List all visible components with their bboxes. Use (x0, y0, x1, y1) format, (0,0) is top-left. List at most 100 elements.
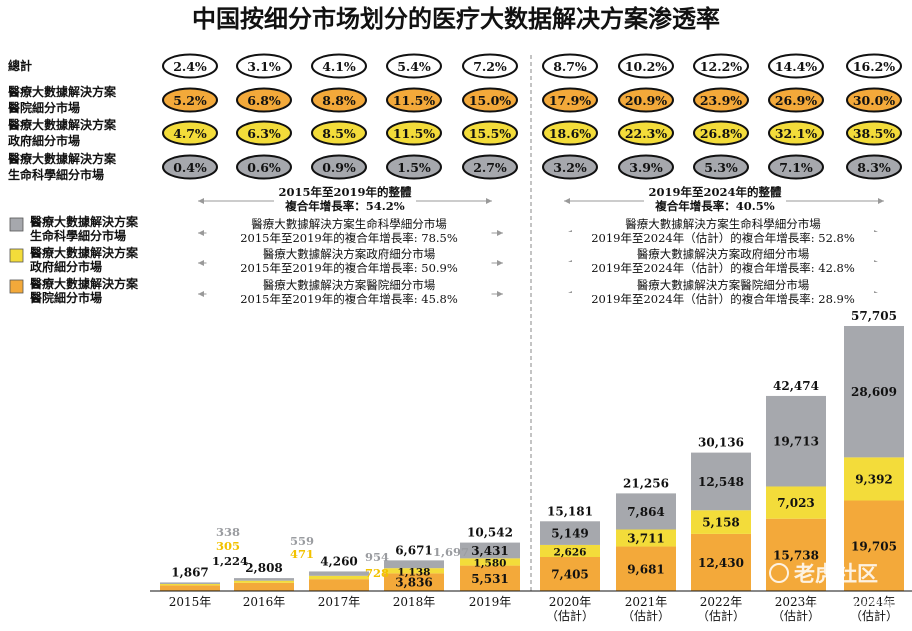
penetration-value: 38.5% (853, 126, 895, 141)
watermark: 老虎社区 @洞读懂消费股 (769, 561, 893, 611)
penetration-value: 8.3% (857, 160, 891, 175)
penetration-ellipse (311, 87, 367, 113)
penetration-table: 總計 2.4% 3.1% 4.1% 5.4% 7.2% 8.7% 10.2% 12.2% 14.4… (8, 53, 902, 182)
cagr-left-item-arrow-head-left (198, 230, 204, 236)
cagr-total-left-arrow-head-left (198, 198, 204, 204)
cagr-left-item-arrow-head-right (497, 291, 503, 297)
penetration-ellipse (693, 154, 749, 180)
bar-lifescience (384, 560, 444, 569)
bar-segment-label: 19,705 (851, 539, 897, 553)
penetration-ellipse (162, 87, 218, 113)
cagr-left-item-text: 醫療大數據解決方案生命科學細分市場 (251, 217, 447, 231)
row-label: 醫療大數據解決方案 (8, 117, 117, 132)
penetration-value: 20.9% (625, 93, 667, 108)
bar-segment-label-outside: 728 (365, 566, 389, 580)
penetration-value: 5.3% (704, 160, 738, 175)
penetration-value: 3.2% (553, 160, 587, 175)
penetration-ellipse (618, 120, 674, 146)
bar-segment-label-outside: 559 (290, 534, 314, 548)
penetration-ellipse (618, 53, 674, 79)
penetration-ellipse (542, 154, 598, 180)
penetration-value: 2.7% (473, 160, 507, 175)
bar-hospital (384, 573, 444, 591)
penetration-value: 5.4% (397, 59, 431, 74)
penetration-ellipse (236, 87, 292, 113)
bar-hospital (160, 585, 220, 591)
penetration-value: 8.8% (322, 93, 356, 108)
cagr-left-item-arrow-head-left (198, 260, 204, 266)
cagr-total-left-text: 複合年增長率：54.2% (284, 199, 405, 213)
bar-lifescience (309, 571, 369, 576)
bar-total-label: 57,705 (851, 309, 897, 323)
bar-total-label: 30,136 (698, 436, 744, 450)
x-tick-label: 2023年 (775, 595, 818, 609)
penetration-ellipse (236, 154, 292, 180)
cagr-total-left-arrow-head-right (486, 198, 492, 204)
penetration-ellipse (846, 120, 902, 146)
bar-segment-label: 7,023 (777, 496, 815, 510)
penetration-ellipse (768, 53, 824, 79)
bar-government (616, 529, 676, 547)
bar-government (234, 580, 294, 583)
bar-government (460, 558, 520, 566)
watermark-brand: 老虎社区 (794, 561, 878, 586)
bar-total-label: 4,260 (320, 554, 358, 568)
cagr-left-item-arrow-head-right (497, 230, 503, 236)
penetration-value: 15.5% (469, 126, 511, 141)
cagr-left-item-bg (250, 218, 448, 232)
legend-swatch (9, 279, 24, 294)
cagr-right-item-bg (558, 262, 888, 276)
cagr-right-item-bg (624, 218, 822, 232)
x-tick-label: 2017年 (318, 595, 361, 609)
penetration-ellipse (462, 120, 518, 146)
bar-total-label: 21,256 (623, 476, 669, 490)
cagr-right-item-text: 2019年至2024年（估計）的複合年增長率: 42.8% (591, 261, 855, 275)
row-label: 總計 (8, 58, 32, 73)
x-tick-label: 2021年 (625, 595, 668, 609)
bar-total-label: 2,808 (245, 561, 283, 575)
bar-total-label: 6,671 (395, 543, 433, 557)
cagr-left-item-text: 2015年至2019年的複合年增長率: 50.9% (240, 261, 458, 275)
penetration-ellipse (693, 53, 749, 79)
penetration-value: 7.1% (779, 160, 813, 175)
penetration-value: 1.5% (397, 160, 431, 175)
cagr-left-item-arrow-head-right (497, 260, 503, 266)
cagr-right-item-text: 醫療大數據解決方案生命科學細分市場 (625, 217, 821, 231)
cagr-right-item-bg (558, 293, 888, 307)
x-tick-label: （估計） (622, 608, 670, 623)
penetration-ellipse (768, 120, 824, 146)
penetration-value: 30.0% (853, 93, 895, 108)
penetration-value: 10.2% (625, 59, 667, 74)
bar-segment-label-outside: 338 (216, 525, 240, 539)
penetration-ellipse (846, 53, 902, 79)
penetration-ellipse (311, 154, 367, 180)
penetration-ellipse (386, 87, 442, 113)
bar-segment-label: 19,713 (773, 435, 819, 449)
penetration-value: 6.8% (247, 93, 281, 108)
bar-hospital (234, 582, 294, 591)
cagr-right-item-text: 醫療大數據解決方案政府細分市場 (637, 247, 810, 261)
bar-segment-label: 5,158 (702, 516, 740, 530)
penetration-value: 15.0% (469, 93, 511, 108)
bar-lifescience (460, 542, 520, 559)
cagr-total-right-arrow-head-right (878, 198, 884, 204)
penetration-ellipse (386, 120, 442, 146)
cagr-left-item-bg (206, 293, 492, 307)
chart-title: 中国按细分市场划分的医疗大数据解决方案渗透率 (192, 4, 720, 33)
bar-government (540, 544, 600, 557)
bar-segment-label: 5,149 (551, 527, 589, 541)
x-tick-label: 2016年 (243, 595, 286, 609)
bar-government (766, 486, 826, 519)
bar-lifescience (844, 325, 904, 458)
bar-hospital (766, 518, 826, 591)
bar-lifescience (766, 395, 826, 487)
cagr-total-right-text: 複合年增長率：40.5% (654, 199, 775, 213)
x-tick-label: 2019年 (469, 595, 512, 609)
penetration-ellipse (768, 87, 824, 113)
cagr-right-item-bg (635, 248, 811, 262)
penetration-ellipse (618, 154, 674, 180)
x-axis: 2015年 2016年 2017年 2018年 2019年 2020年（估計）2021年（… (150, 590, 912, 623)
bar-hospital (309, 579, 369, 591)
